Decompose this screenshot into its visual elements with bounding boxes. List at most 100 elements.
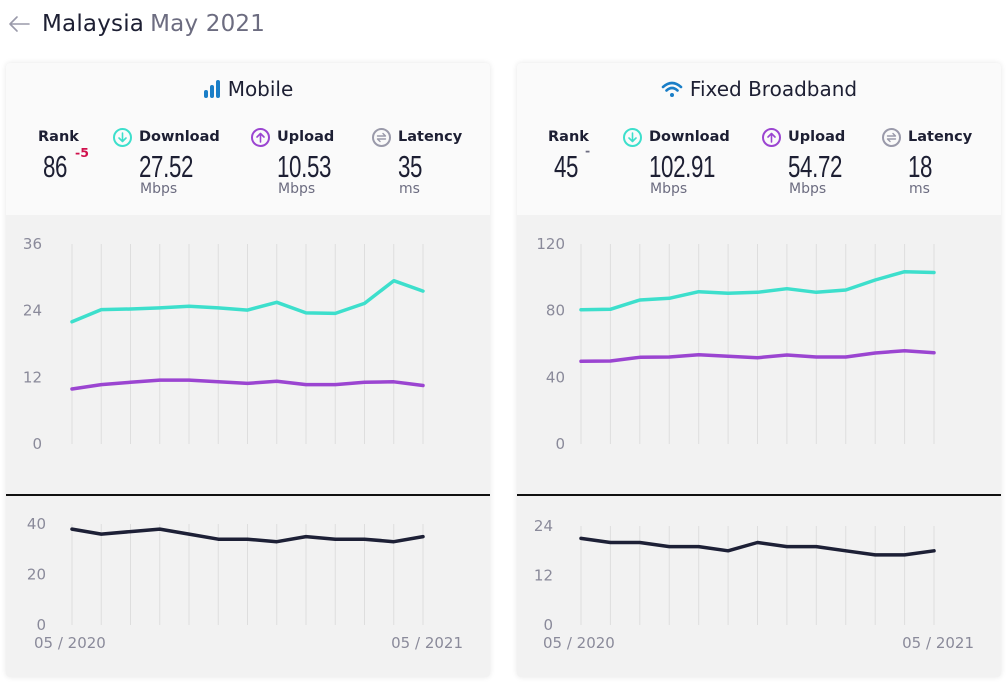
upload-data-point[interactable] [869,347,881,359]
download-data-point[interactable] [154,302,166,314]
download-data-point[interactable] [125,303,137,315]
rank-change: - [585,143,591,158]
latency-data-point[interactable] [575,532,587,544]
upload-data-point[interactable] [928,347,940,359]
download-data-point[interactable] [575,304,587,316]
upload-data-point[interactable] [663,351,675,363]
latency-data-point[interactable] [899,549,911,561]
back-button[interactable] [6,11,32,37]
rank-label: Rank [38,129,79,145]
card-title-text: Mobile [227,77,294,101]
upload-data-point[interactable] [810,351,822,363]
download-arrow-icon [623,127,642,147]
download-data-point[interactable] [242,304,254,316]
upload-data-point[interactable] [388,376,400,388]
upload-data-point[interactable] [66,383,78,395]
upload-data-point[interactable] [154,374,166,386]
upload-data-point[interactable] [183,374,195,386]
latency-data-point[interactable] [154,523,166,535]
latency-data-point[interactable] [722,545,734,557]
upload-data-point[interactable] [125,376,137,388]
download-data-point[interactable] [663,292,675,304]
latency-data-point[interactable] [634,537,646,549]
download-data-point[interactable] [604,303,616,315]
latency-data-point[interactable] [928,545,940,557]
upload-data-point[interactable] [693,349,705,361]
latency-data-point[interactable] [388,536,400,548]
y-tick-label: 12 [534,567,553,585]
upload-data-point[interactable] [212,376,224,388]
latency-data-point[interactable] [417,531,429,543]
download-series-line[interactable] [579,269,936,312]
latency-metric: Latency 35 ms [372,127,462,197]
latency-data-point[interactable] [693,541,705,553]
latency-data-point[interactable] [329,533,341,545]
download-data-point[interactable] [752,286,764,298]
download-data-point[interactable] [928,266,940,278]
latency-data-point[interactable] [300,531,312,543]
latency-data-point[interactable] [663,541,675,553]
latency-data-point[interactable] [212,533,224,545]
upload-data-point[interactable] [781,349,793,361]
download-data-point[interactable] [359,297,371,309]
upload-data-point[interactable] [359,376,371,388]
upload-data-point[interactable] [722,350,734,362]
upload-data-point[interactable] [417,380,429,392]
latency-data-point[interactable] [869,549,881,561]
download-data-point[interactable] [869,274,881,286]
latency-data-point[interactable] [752,537,764,549]
latency-data-point[interactable] [66,523,78,535]
latency-data-point[interactable] [359,533,371,545]
upload-data-point[interactable] [300,379,312,391]
download-data-point[interactable] [212,302,224,314]
latency-data-point[interactable] [95,528,107,540]
upload-data-point[interactable] [899,345,911,357]
y-tick-label: 24 [534,517,553,535]
upload-data-point[interactable] [242,377,254,389]
upload-data-point[interactable] [604,355,616,367]
latency-data-point[interactable] [810,541,822,553]
upload-data-point[interactable] [840,351,852,363]
latency-data-point[interactable] [242,533,254,545]
y-tick-label: 0 [32,435,42,453]
download-data-point[interactable] [300,307,312,319]
upload-value: 10.53 [277,149,332,184]
download-data-point[interactable] [693,286,705,298]
latency-data-point[interactable] [125,526,137,538]
upload-series-line[interactable] [70,378,425,391]
upload-data-point[interactable] [329,379,341,391]
download-data-point[interactable] [95,304,107,316]
y-tick-label: 40 [546,368,565,386]
download-data-point[interactable] [66,316,78,328]
latency-data-point[interactable] [183,528,195,540]
download-metric: Download 102.91 Mbps [623,127,741,197]
download-series-line[interactable] [70,278,425,324]
upload-data-point[interactable] [575,355,587,367]
download-data-point[interactable] [722,287,734,299]
latency-data-point[interactable] [604,537,616,549]
download-data-point[interactable] [810,286,822,298]
rank-value: 86 [43,149,68,184]
upload-arrow-icon [251,127,270,147]
download-data-point[interactable] [329,307,341,319]
upload-data-point[interactable] [752,352,764,364]
download-data-point[interactable] [271,296,283,308]
latency-value: 18 [908,149,933,184]
latency-icon [372,127,391,147]
download-data-point[interactable] [899,266,911,278]
download-data-point[interactable] [388,275,400,287]
download-data-point[interactable] [183,300,195,312]
upload-data-point[interactable] [634,351,646,363]
upload-data-point[interactable] [271,375,283,387]
latency-data-point[interactable] [271,536,283,548]
upload-series-line[interactable] [579,348,936,364]
upload-data-point[interactable] [95,379,107,391]
download-data-point[interactable] [840,284,852,296]
latency-data-point[interactable] [840,545,852,557]
latency-series-line[interactable] [70,527,425,544]
latency-series-line[interactable] [579,536,936,557]
download-data-point[interactable] [634,294,646,306]
latency-data-point[interactable] [781,541,793,553]
download-data-point[interactable] [781,283,793,295]
download-data-point[interactable] [417,285,429,297]
